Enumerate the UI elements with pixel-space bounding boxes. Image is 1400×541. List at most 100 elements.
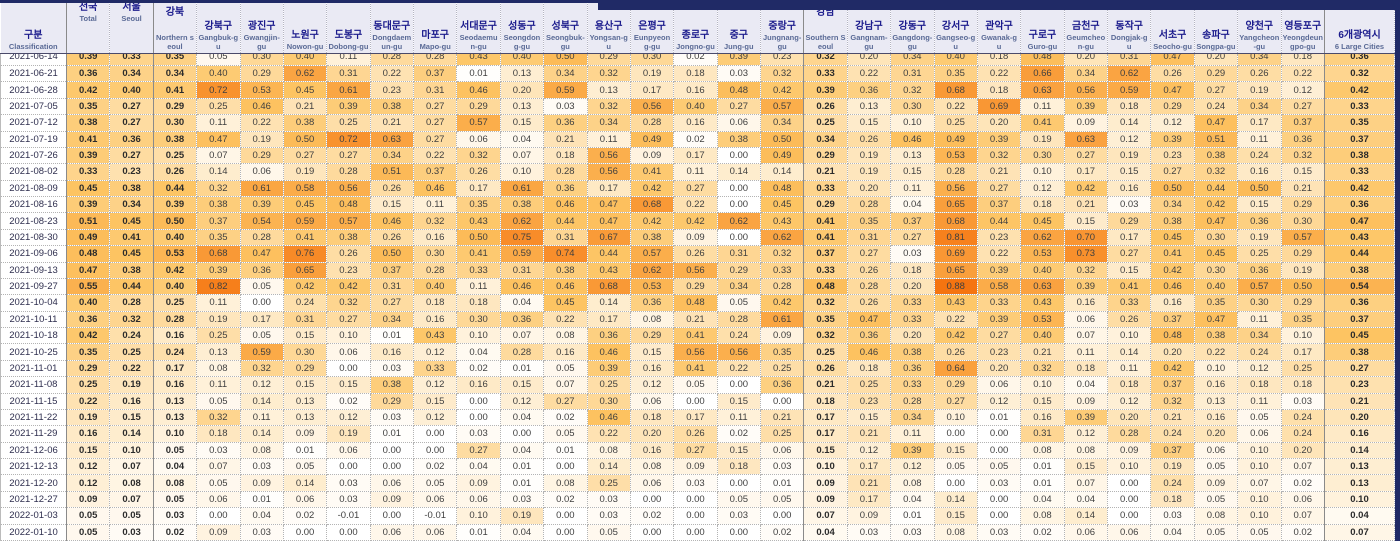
value-cell[interactable]: 0.31	[847, 229, 892, 247]
date-cell[interactable]: 2021-10-18	[0, 327, 67, 345]
value-cell[interactable]: 0.39	[66, 196, 111, 214]
value-cell[interactable]: 0.15	[1064, 212, 1109, 230]
value-cell[interactable]: 0.22	[934, 311, 978, 329]
value-cell[interactable]: 0.45	[1194, 245, 1239, 263]
value-cell[interactable]: 0.35	[153, 53, 198, 66]
value-cell[interactable]: 0.08	[934, 524, 978, 541]
value-cell[interactable]: 0.17	[803, 409, 848, 427]
value-cell[interactable]: 0.07	[500, 327, 545, 345]
value-cell[interactable]: 0.29	[240, 147, 284, 165]
value-cell[interactable]: 0.41	[283, 229, 328, 247]
value-cell[interactable]: 0.26	[847, 262, 892, 279]
value-cell[interactable]: 0.29	[1150, 98, 1195, 116]
value-cell[interactable]: 0.48	[1150, 327, 1195, 345]
value-cell[interactable]: 0.29	[717, 262, 762, 279]
value-cell[interactable]: 0.41	[630, 163, 675, 181]
value-cell[interactable]: 0.08	[543, 474, 588, 492]
date-cell[interactable]: 2021-06-14	[0, 53, 67, 66]
value-cell[interactable]: 0.36	[500, 311, 545, 329]
value-cell[interactable]: 0.40	[673, 98, 718, 116]
value-cell[interactable]: 0.45	[66, 180, 111, 198]
value-cell[interactable]: 0.43	[760, 212, 805, 230]
value-cell[interactable]: 0.03	[500, 491, 545, 509]
value-cell[interactable]: 0.27	[977, 327, 1022, 345]
value-cell[interactable]: 0.31	[890, 65, 935, 83]
value-cell[interactable]: 0.53	[153, 245, 198, 263]
value-cell[interactable]: 0.25	[587, 376, 631, 394]
value-cell[interactable]: 0.03	[370, 360, 415, 378]
value-cell[interactable]: 0.51	[66, 212, 111, 230]
value-cell[interactable]: 0.20	[890, 278, 935, 296]
value-cell[interactable]: 0.19	[1237, 81, 1282, 99]
value-cell[interactable]: 0.27	[1324, 360, 1395, 378]
value-cell[interactable]: 0.23	[109, 163, 154, 181]
value-cell[interactable]: 0.18	[977, 81, 1022, 99]
value-cell[interactable]: 0.25	[153, 147, 198, 165]
value-cell[interactable]: 0.62	[1107, 65, 1152, 83]
value-cell[interactable]: 0.18	[847, 360, 892, 378]
value-cell[interactable]: 0.05	[283, 458, 328, 476]
value-cell[interactable]: 0.01	[890, 507, 935, 525]
value-cell[interactable]: 0.15	[283, 327, 328, 345]
value-cell[interactable]: 0.76	[283, 245, 328, 263]
value-cell[interactable]: 0.06	[760, 442, 805, 460]
value-cell[interactable]: 0.02	[630, 507, 675, 525]
value-cell[interactable]: 0.22	[413, 147, 458, 165]
value-cell[interactable]: 0.26	[803, 360, 848, 378]
value-cell[interactable]: 0.37	[1324, 311, 1395, 329]
value-cell[interactable]: 0.03	[760, 458, 805, 476]
value-cell[interactable]: 0.05	[153, 491, 198, 509]
value-cell[interactable]: 0.25	[196, 98, 241, 116]
value-cell[interactable]: 0.36	[1237, 212, 1282, 230]
value-cell[interactable]: 0.29	[673, 278, 718, 296]
value-cell[interactable]: 0.10	[500, 163, 545, 181]
value-cell[interactable]: 0.25	[803, 343, 848, 361]
value-cell[interactable]: 0.24	[153, 343, 198, 361]
value-cell[interactable]: 0.09	[803, 491, 848, 509]
value-cell[interactable]: 0.20	[1194, 425, 1239, 443]
value-cell[interactable]: 0.57	[326, 212, 371, 230]
value-cell[interactable]: 0.47	[1150, 81, 1195, 99]
value-cell[interactable]: 0.00	[543, 458, 588, 476]
value-cell[interactable]: 0.00	[977, 491, 1022, 509]
value-cell[interactable]: 0.37	[370, 262, 415, 279]
date-cell[interactable]: 2021-12-06	[0, 442, 67, 460]
value-cell[interactable]: 0.41	[673, 327, 718, 345]
value-cell[interactable]: 0.33	[890, 311, 935, 329]
value-cell[interactable]: 0.21	[370, 114, 415, 132]
value-cell[interactable]: 0.21	[847, 474, 892, 492]
value-cell[interactable]: 0.11	[1107, 360, 1152, 378]
value-cell[interactable]: 0.62	[283, 65, 328, 83]
value-cell[interactable]: 0.48	[673, 294, 718, 312]
value-cell[interactable]: 0.16	[109, 393, 154, 410]
value-cell[interactable]: 0.04	[500, 524, 545, 541]
value-cell[interactable]: 0.17	[1237, 114, 1282, 132]
value-cell[interactable]: 0.13	[1324, 474, 1395, 492]
value-cell[interactable]: 0.42	[760, 294, 805, 312]
value-cell[interactable]: 0.01	[543, 442, 588, 460]
value-cell[interactable]: 0.38	[543, 262, 588, 279]
value-cell[interactable]: 0.00	[240, 294, 284, 312]
value-cell[interactable]: 0.34	[1237, 327, 1282, 345]
date-cell[interactable]: 2021-07-12	[0, 114, 67, 132]
value-cell[interactable]: 0.11	[196, 376, 241, 394]
value-cell[interactable]: 0.63	[370, 131, 415, 148]
value-cell[interactable]: 0.05	[413, 474, 458, 492]
value-cell[interactable]: 0.47	[240, 245, 284, 263]
value-cell[interactable]: 0.17	[803, 425, 848, 443]
value-cell[interactable]: 0.00	[717, 147, 762, 165]
value-cell[interactable]: 0.27	[283, 147, 328, 165]
value-cell[interactable]: 0.47	[1150, 53, 1195, 66]
value-cell[interactable]: 0.20	[1150, 343, 1195, 361]
value-cell[interactable]: 0.30	[1281, 212, 1325, 230]
value-cell[interactable]: 0.23	[326, 262, 371, 279]
value-cell[interactable]: 0.32	[760, 245, 805, 263]
value-cell[interactable]: 0.02	[283, 507, 328, 525]
value-cell[interactable]: 0.32	[803, 53, 848, 66]
value-cell[interactable]: 0.31	[543, 229, 588, 247]
value-cell[interactable]: 0.03	[370, 409, 415, 427]
value-cell[interactable]: 0.06	[370, 524, 415, 541]
value-cell[interactable]: 0.56	[587, 147, 631, 165]
value-cell[interactable]: 0.26	[847, 131, 892, 148]
value-cell[interactable]: 0.18	[1150, 491, 1195, 509]
